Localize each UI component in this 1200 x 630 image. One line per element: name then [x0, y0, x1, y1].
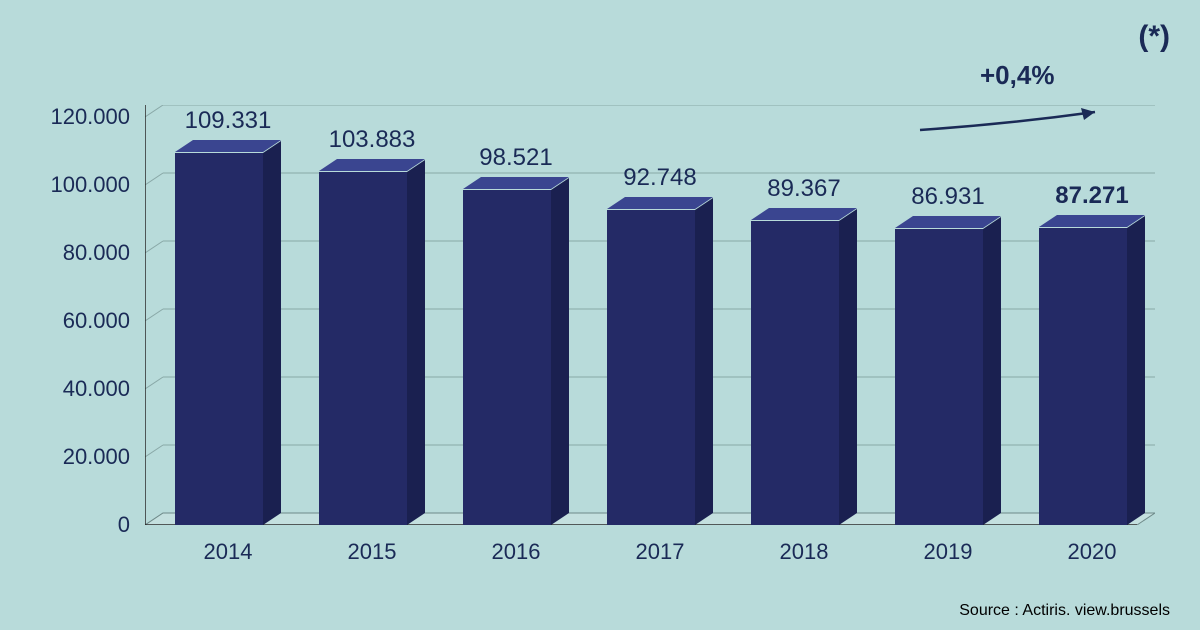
bar — [319, 160, 425, 525]
y-tick-label: 100.000 — [0, 172, 130, 198]
x-tick-label: 2020 — [1039, 539, 1145, 565]
bar — [895, 217, 1001, 525]
y-tick-label: 40.000 — [0, 376, 130, 402]
x-tick-label: 2015 — [319, 539, 425, 565]
footnote-star: (*) — [1138, 20, 1170, 54]
bar-value-label: 87.271 — [1019, 182, 1165, 210]
bar-value-label: 92.748 — [587, 164, 733, 192]
chart-canvas: (*) +0,4% Source : Actiris. view.brussel… — [0, 0, 1200, 630]
bar-value-label: 98.521 — [443, 144, 589, 172]
x-tick-label: 2017 — [607, 539, 713, 565]
y-tick-label: 20.000 — [0, 444, 130, 470]
y-tick-label: 0 — [0, 512, 130, 538]
y-tick-label: 60.000 — [0, 308, 130, 334]
y-tick-label: 120.000 — [0, 104, 130, 130]
x-tick-label: 2014 — [175, 539, 281, 565]
x-tick-label: 2018 — [751, 539, 857, 565]
y-tick-label: 80.000 — [0, 240, 130, 266]
change-percent-label: +0,4% — [980, 60, 1054, 91]
bar-value-label: 109.331 — [155, 107, 301, 135]
bar — [751, 209, 857, 525]
x-tick-label: 2019 — [895, 539, 1001, 565]
x-tick-label: 2016 — [463, 539, 569, 565]
source-text: Source : Actiris. view.brussels — [959, 602, 1170, 620]
bar — [607, 198, 713, 525]
bar — [1039, 216, 1145, 525]
bar — [463, 178, 569, 525]
bar — [175, 141, 281, 525]
bar-value-label: 103.883 — [299, 126, 445, 154]
bar-value-label: 89.367 — [731, 175, 877, 203]
bar-value-label: 86.931 — [875, 183, 1021, 211]
